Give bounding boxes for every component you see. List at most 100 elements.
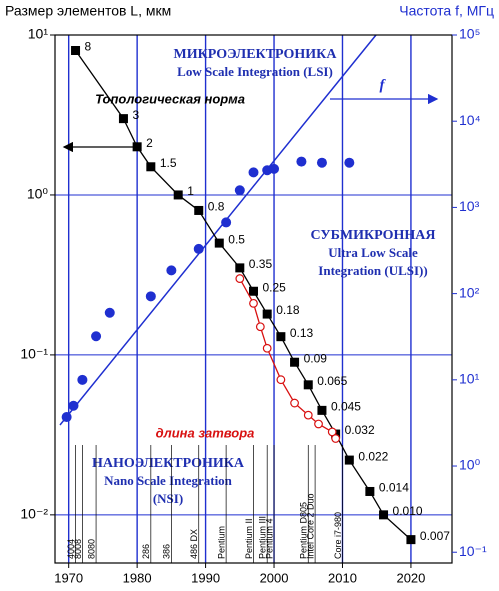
data-label: 1.5 (160, 156, 177, 170)
data-label: 0.09 (304, 351, 328, 365)
processor-label: 386 (162, 544, 172, 559)
y2-tick-label: 10⁻¹ (459, 543, 487, 559)
x-tick-label: 2020 (396, 570, 425, 585)
data-point (61, 412, 72, 423)
data-point (118, 114, 128, 124)
data-label: 0.5 (228, 232, 245, 246)
processor-label: Pentium III (258, 516, 268, 559)
annotation: МИКРОЭЛЕКТРОНИКА (174, 47, 338, 62)
processor-label: Core i7-980 (333, 512, 343, 559)
processor-label: 486 DX (189, 529, 199, 559)
y2-tick-label: 10⁴ (459, 112, 481, 128)
legend-label: Топологическая норма (95, 91, 245, 106)
y2-tick-label: 10² (459, 284, 480, 300)
y-tick-label: 10⁻¹ (20, 346, 48, 362)
data-label: 0.014 (379, 481, 409, 495)
x-tick-label: 1970 (54, 570, 83, 585)
y2-tick-label: 10³ (459, 198, 480, 214)
processor-label: Intel Core 2 Duo (305, 493, 315, 559)
series-line (239, 278, 337, 439)
data-label: 0.13 (290, 326, 314, 340)
y-tick-label: 10¹ (28, 26, 49, 42)
processor-label: 8008 (73, 539, 83, 559)
data-point (276, 375, 286, 385)
data-point (344, 157, 355, 168)
data-point (91, 331, 102, 342)
processor-label: Pentium 4 (264, 518, 274, 559)
x-tick-label: 2010 (328, 570, 357, 585)
data-point (344, 455, 354, 465)
x-tick-label: 1990 (191, 570, 220, 585)
data-label: 0.35 (249, 257, 273, 271)
y2-tick-label: 10¹ (459, 371, 480, 387)
data-point (132, 142, 142, 152)
data-label: 8 (85, 40, 92, 54)
data-point (249, 286, 258, 296)
data-point (235, 274, 245, 283)
data-point (235, 263, 245, 273)
data-label: 0.007 (420, 529, 450, 543)
data-label: 0.022 (358, 449, 388, 463)
data-point (71, 46, 81, 56)
processor-label: Pentium D805 (299, 502, 309, 559)
data-label: 0.032 (345, 423, 375, 437)
data-point (249, 298, 258, 308)
annotation: Nano Scale Integration (104, 473, 233, 488)
data-label: 0.010 (393, 504, 423, 518)
data-point (290, 398, 299, 408)
data-label: 0.8 (208, 200, 225, 214)
data-point (269, 163, 280, 174)
trend-line (59, 34, 377, 426)
data-point (303, 410, 313, 420)
data-point (248, 167, 259, 178)
data-point (173, 190, 183, 200)
data-point (331, 434, 341, 443)
data-point (314, 419, 323, 429)
annotation: Integration (ULSI)) (318, 263, 427, 278)
data-point (365, 486, 375, 496)
data-point (146, 162, 156, 172)
data-label: 0.065 (317, 374, 347, 388)
processor-label: Pentium II (244, 518, 254, 559)
data-point (406, 535, 416, 545)
data-point (316, 157, 327, 168)
processor-label: 4004 (66, 539, 76, 559)
annotation: СУБМИКРОННАЯ (310, 228, 435, 243)
data-point (145, 291, 156, 302)
y2-axis-label: Частота f, МГц (399, 3, 494, 19)
data-point (276, 332, 286, 342)
data-point (214, 238, 224, 248)
data-label: 0.25 (263, 280, 287, 294)
data-label: 2 (146, 136, 153, 150)
annotation: Low Scale Integration (LSI) (177, 64, 333, 79)
processor-label: 8080 (86, 539, 96, 559)
data-label: 1 (187, 184, 194, 198)
data-point (68, 400, 79, 411)
data-point (262, 309, 272, 319)
y2-tick-label: 10⁵ (459, 26, 480, 42)
legend-label: f (380, 77, 387, 93)
data-point (255, 322, 265, 332)
data-point (303, 380, 313, 390)
data-point (193, 243, 204, 254)
data-point (290, 357, 300, 367)
data-point (327, 427, 337, 437)
processor-label: Pentium (216, 526, 226, 559)
data-point (296, 156, 307, 167)
data-label: 0.18 (276, 303, 300, 317)
x-tick-label: 1980 (123, 570, 152, 585)
data-point (166, 265, 177, 276)
data-point (379, 510, 389, 520)
y2-tick-label: 10⁰ (459, 457, 481, 473)
x-tick-label: 2000 (260, 570, 289, 585)
y-tick-label: 10⁰ (27, 186, 49, 202)
data-point (262, 343, 272, 353)
y-axis-label: Размер элементов L, мкм (5, 3, 171, 19)
annotation: (NSI) (153, 491, 183, 506)
annotation: НАНОЭЛЕКТРОНИКА (92, 456, 245, 471)
data-point (77, 374, 88, 385)
data-label: 3 (132, 108, 139, 122)
data-point (104, 307, 115, 318)
y-tick-label: 10⁻² (20, 506, 48, 522)
